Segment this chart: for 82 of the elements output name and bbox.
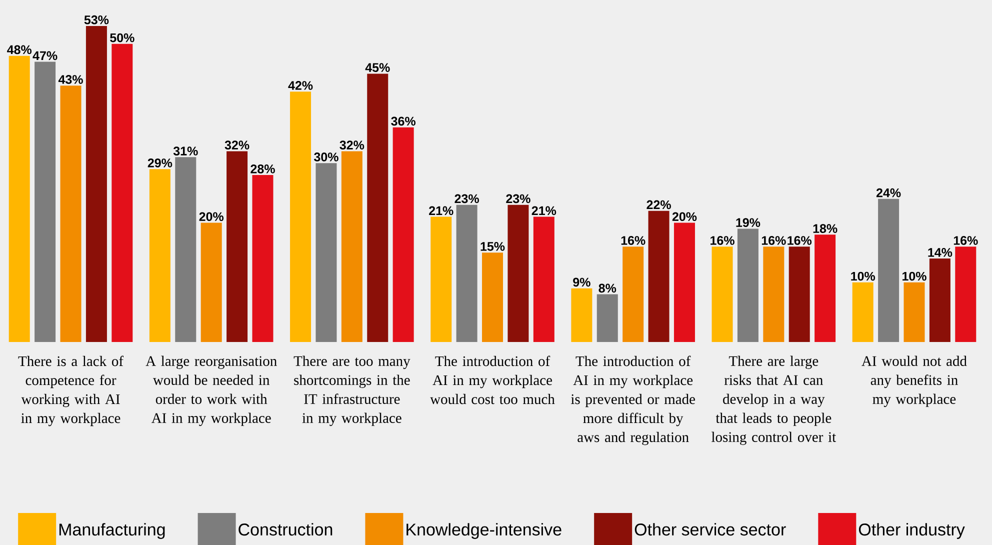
bar [622, 246, 644, 342]
data-label: 16% [954, 236, 978, 245]
bar [60, 86, 82, 342]
bar [112, 44, 133, 342]
data-label: 14% [928, 248, 952, 257]
bar [430, 216, 452, 342]
legend-label: Construction [238, 523, 332, 536]
bar [392, 127, 414, 342]
data-label: 20% [672, 212, 697, 222]
data-label: 21% [532, 206, 556, 216]
bar [86, 26, 107, 342]
bar [571, 288, 592, 342]
bar [200, 222, 222, 342]
bar [341, 151, 362, 342]
bar [596, 294, 618, 342]
bar [852, 282, 874, 342]
data-label: 42% [288, 81, 313, 90]
bar [456, 204, 478, 342]
data-label: 15% [480, 242, 505, 251]
bar [533, 216, 554, 342]
legend-label: Other service sector [634, 523, 786, 536]
data-label: 9% [573, 278, 590, 287]
x-tick-label: A large reorganisation would be needed in order to work with AI in my workplace [146, 356, 277, 426]
x-tick-label: AI would not add any benefits in my workplace [862, 356, 967, 407]
legend-label: Knowledge-intensive [406, 523, 562, 539]
data-label: 32% [224, 140, 250, 150]
bar [8, 56, 30, 342]
data-label: 31% [173, 146, 198, 156]
bar [226, 151, 248, 342]
data-label: 48% [7, 45, 32, 54]
data-label: 29% [148, 158, 172, 168]
data-label: 21% [429, 206, 454, 216]
x-tick-label: The introduction of AI in my workplace is prevented or made more difficult by aws and regulation [570, 356, 695, 446]
data-label: 36% [391, 116, 416, 126]
bar [648, 210, 670, 342]
bar [508, 204, 529, 342]
data-label: 16% [788, 236, 812, 245]
bar [814, 234, 836, 342]
data-label: 28% [250, 164, 275, 174]
bar [712, 246, 733, 342]
data-label: 10% [851, 272, 876, 281]
bar [878, 198, 900, 342]
data-label: 50% [110, 33, 134, 42]
bar [788, 246, 810, 342]
bar [904, 282, 925, 342]
data-label: 23% [454, 194, 479, 204]
bar [929, 258, 950, 342]
data-label: 22% [646, 200, 671, 210]
data-label: 19% [736, 218, 760, 228]
legend-label: Other industry [858, 523, 965, 539]
bar [149, 169, 170, 342]
bar [252, 175, 274, 342]
data-label: 32% [340, 140, 364, 150]
bar [674, 222, 695, 342]
data-label: 53% [84, 15, 109, 24]
data-label: 18% [813, 224, 838, 233]
bar [367, 74, 388, 342]
bar [316, 163, 337, 342]
bar [955, 246, 976, 342]
x-tick-label: There are too many shortcomings in the IT infrastructure in my workplace [294, 356, 410, 426]
data-label: 10% [902, 272, 926, 281]
x-tick-label: There are large risks that AI can develop in a way that leads to people losing control over it [712, 356, 836, 445]
data-label: 20% [199, 212, 224, 222]
data-label: 47% [32, 51, 58, 60]
data-label: 16% [762, 236, 786, 245]
data-label: 8% [598, 284, 616, 293]
bar [482, 252, 504, 342]
data-label: 16% [710, 236, 734, 245]
bar [34, 62, 56, 342]
data-label: 24% [876, 188, 901, 198]
bar [763, 246, 784, 342]
x-tick-label: The introduction of AI in my workplace would cost too much [430, 356, 555, 404]
bar [290, 92, 312, 342]
legend-label: Manufacturing [59, 523, 165, 539]
data-label: 43% [58, 75, 83, 84]
data-label: 30% [314, 152, 338, 162]
bar [175, 157, 196, 342]
data-label: 45% [365, 63, 390, 72]
x-tick-label: There is a lack of competence for working with AI in my workplace [18, 356, 124, 426]
data-label: 23% [506, 194, 530, 204]
data-label: 16% [621, 236, 646, 245]
bar [737, 228, 758, 342]
